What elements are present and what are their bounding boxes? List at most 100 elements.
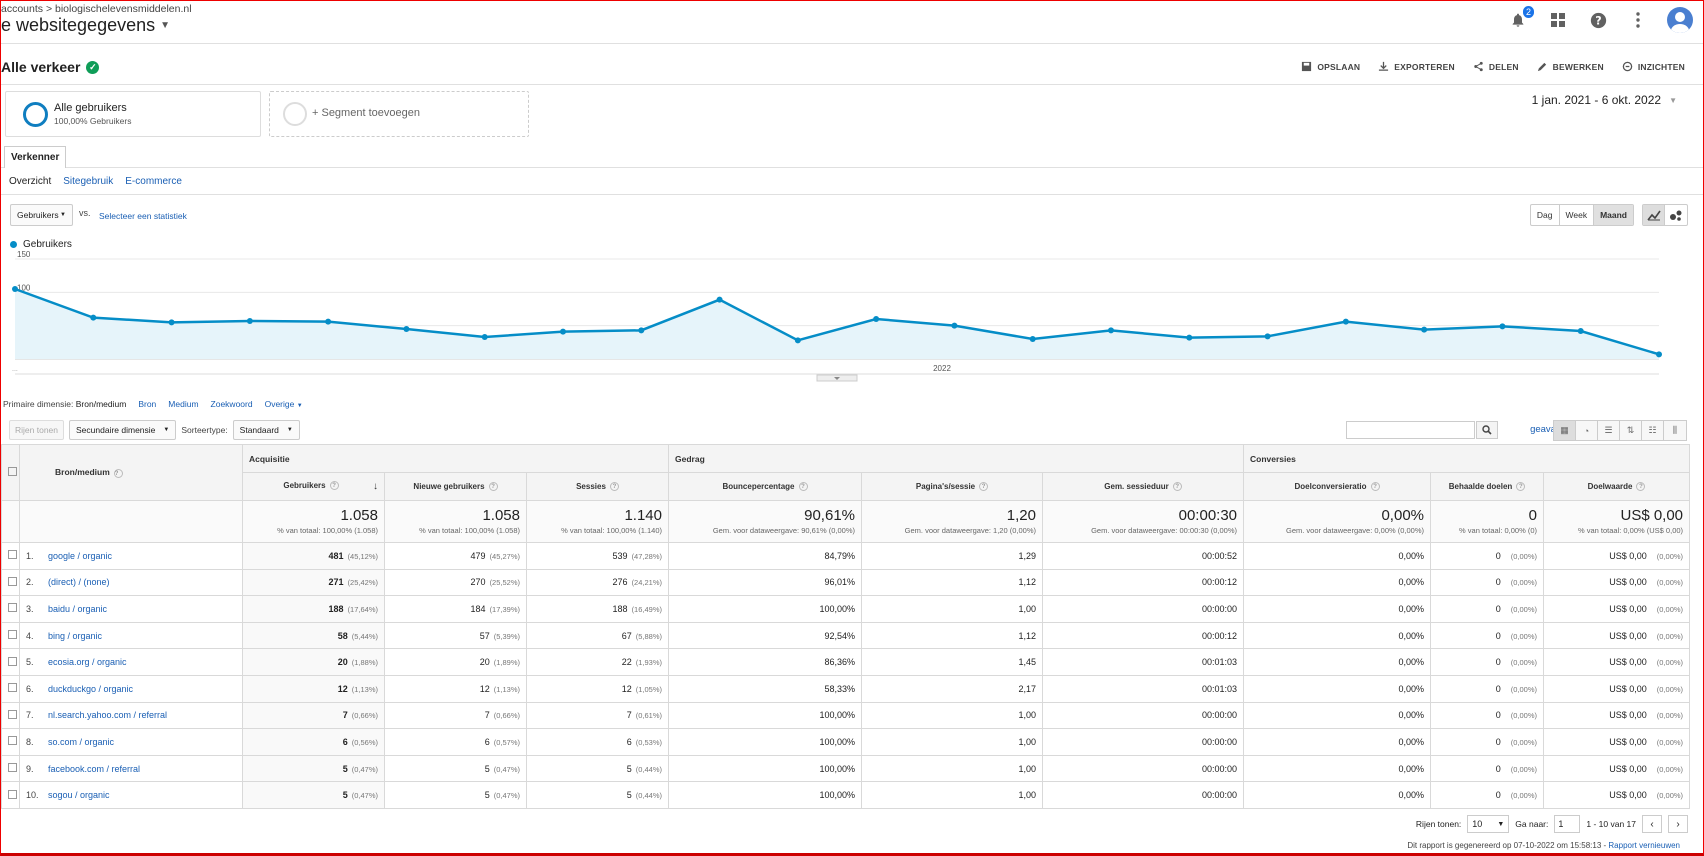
- data-point[interactable]: [12, 286, 18, 292]
- source-medium-link[interactable]: nl.search.yahoo.com / referral: [48, 710, 168, 721]
- subtab-overview[interactable]: Overzicht: [9, 176, 52, 187]
- search-icon[interactable]: [1476, 421, 1498, 439]
- next-page-icon[interactable]: ›: [1668, 815, 1688, 833]
- period-day[interactable]: Dag: [1531, 205, 1560, 225]
- period-week[interactable]: Week: [1560, 205, 1595, 225]
- data-point[interactable]: [1029, 336, 1036, 342]
- segment-all-users[interactable]: Alle gebruikers 100,00% Gebruikers: [5, 91, 261, 137]
- data-point[interactable]: [560, 328, 566, 335]
- data-point[interactable]: [951, 322, 958, 329]
- data-point[interactable]: [1342, 318, 1349, 325]
- data-point[interactable]: [1577, 328, 1584, 334]
- source-medium-link[interactable]: duckduckgo / organic: [48, 683, 134, 694]
- apps-grid-icon[interactable]: [1547, 9, 1569, 31]
- sort-type-dropdown[interactable]: Standaard ▼: [232, 420, 300, 440]
- source-medium-link[interactable]: baidu / organic: [48, 603, 108, 614]
- metric-dropdown[interactable]: Gebruikers ▼: [10, 204, 73, 226]
- subtab-site-usage[interactable]: Sitegebruik: [63, 176, 114, 187]
- column-header-3[interactable]: Bouncepercentage?: [668, 472, 862, 501]
- date-range-picker[interactable]: 1 jan. 2021 - 6 okt. 2022 ▼: [1532, 93, 1677, 107]
- tab-explorer[interactable]: Verkenner: [4, 146, 67, 168]
- comparison-view-icon[interactable]: ⇅: [1620, 421, 1642, 440]
- column-header-1[interactable]: Nieuwe gebruikers?: [384, 472, 527, 501]
- breadcrumb[interactable]: accounts > biologischelevensmiddelen.nl: [1, 3, 192, 15]
- row-checkbox-cell[interactable]: [1, 542, 20, 570]
- data-point[interactable]: [873, 316, 880, 322]
- account-avatar-icon[interactable]: [1667, 7, 1693, 33]
- row-checkbox-cell[interactable]: [1, 621, 20, 650]
- data-point[interactable]: [1186, 334, 1193, 341]
- row-checkbox-cell[interactable]: [1, 595, 20, 623]
- line-chart-icon[interactable]: [1643, 205, 1665, 225]
- subtab-ecommerce[interactable]: E-commerce: [125, 176, 182, 187]
- data-point[interactable]: [325, 318, 332, 325]
- row-checkbox-cell[interactable]: [1, 648, 20, 676]
- row-checkbox[interactable]: [8, 709, 17, 719]
- show-rows-button[interactable]: Rijen tonen: [9, 420, 65, 440]
- period-month[interactable]: Maand: [1594, 205, 1633, 225]
- source-medium-link[interactable]: facebook.com / referral: [48, 763, 141, 774]
- data-point[interactable]: [1108, 327, 1114, 334]
- column-header-4[interactable]: Pagina's/sessie?: [861, 472, 1043, 501]
- source-medium-link[interactable]: google / organic: [48, 550, 113, 561]
- source-medium-link[interactable]: so.com / organic: [48, 736, 115, 747]
- insights-button[interactable]: INZICHTEN: [1622, 61, 1685, 72]
- row-checkbox-cell[interactable]: [1, 568, 20, 597]
- data-point[interactable]: [246, 318, 253, 324]
- data-point[interactable]: [638, 327, 645, 334]
- property-selector[interactable]: e websitegegevens ▼: [1, 15, 170, 36]
- row-checkbox[interactable]: [8, 656, 17, 666]
- dim-option-other[interactable]: Overige ▼: [265, 399, 303, 409]
- help-icon[interactable]: ?: [1587, 9, 1609, 31]
- row-checkbox-cell[interactable]: [1, 781, 20, 809]
- column-header-8[interactable]: Doelwaarde?: [1543, 472, 1691, 501]
- row-checkbox-cell[interactable]: [1, 674, 20, 703]
- data-point[interactable]: [168, 319, 175, 326]
- export-button[interactable]: EXPORTEREN: [1378, 61, 1455, 72]
- row-checkbox[interactable]: [8, 630, 17, 640]
- data-point[interactable]: [1656, 351, 1662, 358]
- table-search-input[interactable]: [1346, 421, 1475, 439]
- dim-column-header[interactable]: Bron/medium?: [19, 444, 243, 501]
- data-point[interactable]: [90, 314, 97, 321]
- data-point[interactable]: [1499, 323, 1506, 330]
- refresh-report-link[interactable]: Rapport vernieuwen: [1608, 841, 1680, 850]
- row-checkbox[interactable]: [8, 576, 17, 586]
- row-checkbox[interactable]: [8, 550, 17, 560]
- data-point[interactable]: [716, 296, 723, 303]
- row-checkbox[interactable]: [8, 736, 17, 746]
- edit-button[interactable]: BEWERKEN: [1537, 61, 1604, 72]
- row-checkbox-cell[interactable]: [1, 754, 20, 783]
- row-checkbox[interactable]: [8, 789, 17, 799]
- row-checkbox[interactable]: [8, 763, 17, 773]
- pie-view-icon[interactable]: ◔: [1576, 421, 1598, 440]
- data-table-view-icon[interactable]: ▦: [1554, 421, 1576, 440]
- row-checkbox[interactable]: [8, 603, 17, 613]
- share-button[interactable]: DELEN: [1473, 61, 1519, 72]
- row-checkbox-cell[interactable]: [1, 728, 20, 756]
- pivot-view-icon[interactable]: ⫼: [1664, 421, 1686, 440]
- column-header-0[interactable]: Gebruikers? ↓: [242, 472, 385, 501]
- data-point[interactable]: [794, 337, 801, 344]
- source-medium-link[interactable]: bing / organic: [48, 630, 103, 641]
- column-header-5[interactable]: Gem. sessieduur?: [1041, 472, 1245, 501]
- select-all-cell[interactable]: [1, 444, 20, 501]
- data-point[interactable]: [481, 334, 488, 340]
- column-header-7[interactable]: Behaalde doelen?: [1430, 472, 1545, 501]
- more-vert-icon[interactable]: [1627, 9, 1649, 31]
- data-point[interactable]: [403, 326, 410, 332]
- save-button[interactable]: OPSLAAN: [1301, 61, 1360, 72]
- data-point[interactable]: [1421, 326, 1428, 333]
- select-statistic-link[interactable]: Selecteer een statistiek: [99, 211, 187, 221]
- column-header-2[interactable]: Sessies?: [526, 472, 669, 501]
- column-header-6[interactable]: Doelconversieratio?: [1243, 472, 1432, 501]
- term-cloud-view-icon[interactable]: ☷: [1642, 421, 1664, 440]
- data-point[interactable]: [1264, 333, 1271, 340]
- row-checkbox-cell[interactable]: [1, 701, 20, 730]
- notifications-bell-icon[interactable]: 2: [1507, 6, 1534, 31]
- dim-option-medium[interactable]: Medium: [168, 399, 199, 409]
- prev-page-icon[interactable]: ‹: [1642, 815, 1662, 833]
- add-segment-button[interactable]: + Segment toevoegen: [269, 91, 529, 137]
- select-all-checkbox[interactable]: [8, 467, 17, 476]
- source-medium-link[interactable]: (direct) / (none): [48, 577, 110, 588]
